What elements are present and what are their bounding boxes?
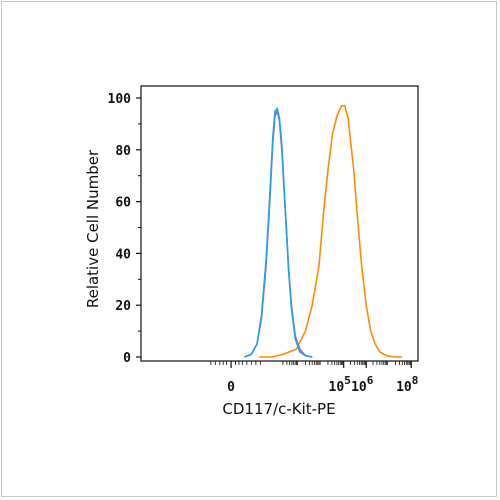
x-minor-ticks [210, 361, 411, 365]
x-tick-label-5: 105 [329, 374, 351, 395]
y-tick-label-60: 60 [115, 196, 131, 211]
y-axis-label: Relative Cell Number [84, 149, 102, 308]
series-line-3 [244, 107, 313, 358]
y-tick-label-40: 40 [115, 247, 131, 262]
y-axis: 0 20 40 60 80 100 [108, 92, 141, 366]
x-axis-label: CD117/c-Kit-PE [222, 400, 335, 418]
y-tick-label-100: 100 [108, 92, 132, 107]
y-tick-label-20: 20 [115, 299, 131, 314]
series-line-1 [259, 105, 403, 358]
x-tick-label-6: 106 [351, 374, 374, 395]
series-layer [244, 105, 403, 358]
x-tick-label-8: 108 [396, 374, 418, 395]
y-tick-label-0: 0 [123, 351, 131, 366]
x-tick-label-0: 0 [227, 380, 235, 395]
y-tick-label-80: 80 [115, 144, 131, 159]
x-axis: 0 105 106 108 [227, 361, 418, 395]
plot-area [140, 85, 419, 362]
